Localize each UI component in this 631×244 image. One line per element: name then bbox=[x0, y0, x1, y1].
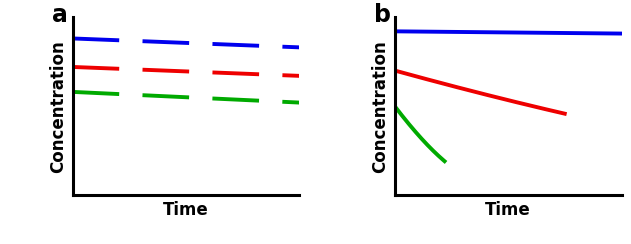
X-axis label: Time: Time bbox=[485, 201, 531, 219]
X-axis label: Time: Time bbox=[163, 201, 209, 219]
Y-axis label: Concentration: Concentration bbox=[371, 40, 389, 173]
Text: a: a bbox=[52, 3, 68, 27]
Text: b: b bbox=[374, 3, 391, 27]
Y-axis label: Concentration: Concentration bbox=[49, 40, 67, 173]
